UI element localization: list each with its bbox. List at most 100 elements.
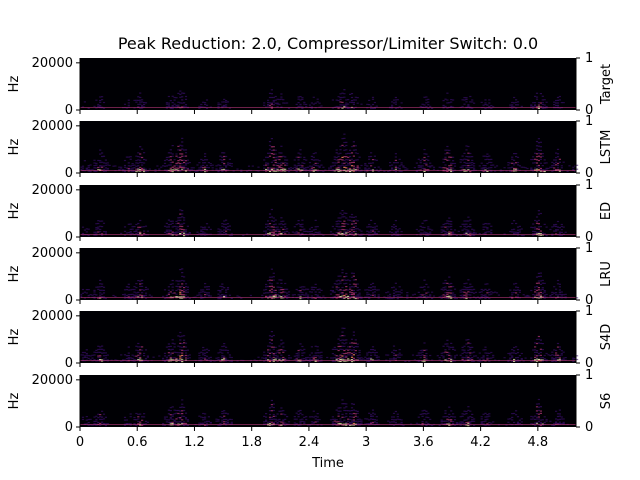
x-axis: 0 0.6 1.2 1.8 2.4 3 3.6 4.2 4.8 [76, 435, 548, 450]
spectrogram-cell [339, 410, 342, 412]
spectrogram-cell [81, 232, 85, 235]
spectrogram-cell [513, 292, 516, 294]
spectrogram-cell [181, 354, 184, 356]
spectrogram-cell [272, 231, 275, 233]
spectrogram-cell [141, 424, 144, 426]
spectrogram-cell [99, 292, 102, 294]
spectrogram-cell [463, 419, 466, 421]
spectrogram-cell [347, 234, 350, 236]
spectrogram-cell [352, 349, 355, 351]
spectrogram-cell [274, 102, 277, 104]
spectrogram-cell [467, 349, 470, 351]
spectrogram-cell [352, 354, 355, 356]
spectrogram-cell [263, 360, 266, 362]
spectrogram-cell [314, 345, 317, 347]
spectrogram-cell [276, 226, 279, 228]
spectrogram-cell [181, 272, 184, 274]
spectrogram-cell [158, 355, 161, 357]
spectrogram-cell [484, 295, 487, 297]
spectrogram-cell [270, 234, 273, 236]
spectrogram-cell [307, 288, 310, 290]
spectrogram-cell [373, 226, 376, 228]
spectrogram-cell [280, 359, 283, 361]
spectrogram-cell [518, 355, 521, 357]
spectrogram-cell [556, 415, 560, 418]
spectrogram-cell [520, 105, 523, 107]
spectrogram-cell [564, 231, 567, 233]
spectrogram-cell [339, 152, 342, 154]
spectrogram-cell [341, 403, 344, 405]
spectrogram-cell [333, 158, 336, 160]
spectrogram-cell [389, 421, 392, 423]
spectrogram-cell [316, 421, 319, 423]
spectrogram-cell [221, 161, 224, 163]
spectrogram-cell [267, 101, 270, 104]
spectrogram-cell [347, 103, 350, 105]
spectrogram-cell [223, 231, 226, 234]
spectrogram-cell [398, 105, 401, 108]
spectrogram-cell [276, 286, 279, 288]
spectrogram-cell [270, 406, 273, 408]
spectrogram-cell [328, 167, 331, 169]
spectrogram-cell [442, 167, 445, 169]
spectrogram-cell [173, 346, 176, 348]
spectrogram-cell [551, 161, 554, 163]
spectrogram-cell [368, 223, 371, 226]
spectrogram-cell [263, 234, 266, 237]
spectrogram-cell [333, 164, 336, 166]
spectrogram-cell [391, 234, 394, 236]
spectrogram-cell [484, 170, 487, 172]
spectrogram-cell [135, 165, 138, 167]
spectrogram-cell [442, 158, 445, 160]
spectrogram-cell [186, 349, 189, 351]
spectrogram-cell [175, 234, 178, 236]
spectrogram-cell [141, 226, 144, 228]
spectrogram-cell [360, 230, 363, 232]
spectrogram-cell [179, 153, 182, 155]
spectrogram-cell [127, 102, 130, 104]
spectrogram-cell [553, 424, 556, 427]
spectrogram-cell [278, 294, 281, 297]
spectrogram-cell [339, 296, 342, 298]
spectrogram-cell [377, 294, 380, 296]
spectrogram-cell [535, 421, 539, 424]
spectrogram-cell [535, 156, 539, 158]
spectrogram-cell [360, 421, 363, 423]
spectrogram-cell [354, 216, 357, 218]
spectrogram-cell [482, 155, 485, 157]
spectrogram-cell [80, 168, 83, 170]
spectrogram-cell [200, 291, 203, 293]
spectrogram-cell [308, 170, 312, 172]
spectrogram-cell [350, 213, 354, 216]
spectrogram-cell [312, 358, 315, 360]
spectrogram-cell [202, 419, 205, 421]
spectrogram-cell [392, 345, 396, 347]
spectrogram-cell [509, 352, 512, 354]
spectrogram-cell [349, 286, 352, 288]
spectrogram-cell [352, 295, 355, 298]
spectrogram-cell [139, 413, 142, 415]
spectrogram-cell [354, 159, 357, 161]
spectrogram-cell [429, 166, 432, 168]
spectrogram-cell [265, 358, 268, 360]
spectrogram-cell [99, 346, 102, 348]
spectrogram-cell [99, 161, 102, 164]
spectrogram-cell [204, 155, 207, 158]
spectrogram-cell [276, 228, 279, 230]
spectrogram-cell [345, 167, 348, 169]
spectrogram-cell [135, 345, 138, 347]
spectrogram-cell [331, 233, 334, 235]
spectrogram-cell [228, 354, 231, 356]
spectrogram-cell [165, 416, 168, 418]
spectrogram-cell [452, 167, 455, 169]
spectrogram-cell [534, 288, 537, 291]
spectrogram-cell [339, 149, 342, 151]
spectrogram-cell [91, 357, 94, 359]
spectrogram-cell [286, 159, 289, 161]
spectrogram-cell [89, 355, 92, 357]
spectrogram-cell [350, 165, 354, 167]
spectrogram-cell [350, 93, 354, 95]
spectrogram-cell [452, 156, 455, 158]
spectrogram-cell [270, 208, 273, 211]
spectrogram-cell [169, 410, 172, 412]
